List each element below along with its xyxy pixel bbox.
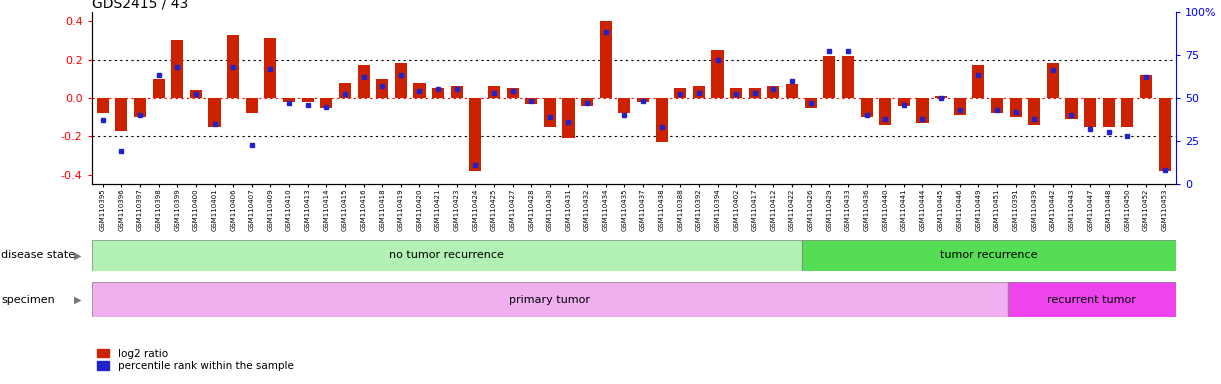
Bar	[805, 98, 817, 108]
Bar	[1084, 98, 1096, 127]
Bar	[543, 98, 556, 127]
Bar	[618, 98, 630, 113]
Bar	[376, 79, 388, 98]
Text: primary tumor: primary tumor	[509, 295, 590, 305]
Text: recurrent tumor: recurrent tumor	[1048, 295, 1136, 305]
Bar	[972, 65, 984, 98]
Bar	[1103, 98, 1115, 127]
Bar	[692, 86, 705, 98]
Bar	[600, 21, 612, 98]
Bar	[1007, 282, 1176, 317]
Bar	[1010, 98, 1022, 117]
Bar	[1028, 98, 1040, 125]
Text: ▶: ▶	[74, 295, 82, 305]
Bar	[227, 35, 239, 98]
Bar	[954, 98, 966, 115]
Legend: log2 ratio, percentile rank within the sample: log2 ratio, percentile rank within the s…	[96, 349, 293, 371]
Bar	[823, 56, 835, 98]
Bar	[1140, 75, 1153, 98]
Bar	[507, 88, 519, 98]
Text: tumor recurrence: tumor recurrence	[940, 250, 1038, 260]
Bar	[991, 98, 1002, 113]
Text: specimen: specimen	[1, 295, 55, 305]
Bar	[394, 63, 407, 98]
Bar	[265, 38, 276, 98]
Bar	[134, 98, 147, 117]
Bar	[637, 98, 650, 102]
Bar	[153, 79, 165, 98]
Bar	[469, 98, 481, 171]
Bar	[302, 98, 314, 102]
Bar	[917, 98, 928, 123]
Bar	[897, 98, 910, 106]
Bar	[92, 240, 802, 271]
Bar	[1046, 63, 1059, 98]
Bar	[92, 282, 1007, 317]
Text: disease state: disease state	[1, 250, 76, 260]
Bar	[209, 98, 221, 127]
Bar	[879, 98, 891, 125]
Bar	[245, 98, 258, 113]
Text: no tumor recurrence: no tumor recurrence	[389, 250, 504, 260]
Bar	[581, 98, 593, 106]
Bar	[92, 240, 802, 271]
Bar	[563, 98, 575, 138]
Text: ▶: ▶	[74, 250, 82, 260]
Bar	[115, 98, 127, 131]
Bar	[1007, 282, 1176, 317]
Bar	[656, 98, 668, 142]
Text: GDS2415 / 43: GDS2415 / 43	[92, 0, 188, 10]
Bar	[525, 98, 537, 104]
Bar	[451, 86, 463, 98]
Bar	[283, 98, 295, 102]
Bar	[1121, 98, 1133, 127]
Bar	[171, 40, 183, 98]
Bar	[674, 88, 686, 98]
Bar	[339, 83, 350, 98]
Bar	[767, 86, 779, 98]
Bar	[96, 98, 109, 113]
Bar	[935, 96, 947, 98]
Bar	[432, 88, 444, 98]
Bar	[786, 84, 799, 98]
Bar	[320, 98, 332, 108]
Bar	[358, 65, 370, 98]
Bar	[730, 88, 742, 98]
Bar	[712, 50, 724, 98]
Bar	[802, 240, 1176, 271]
Bar	[748, 88, 761, 98]
Bar	[189, 90, 201, 98]
Bar	[92, 282, 1007, 317]
Bar	[488, 86, 501, 98]
Bar	[802, 240, 1176, 271]
Bar	[414, 83, 425, 98]
Bar	[842, 56, 853, 98]
Bar	[861, 98, 873, 117]
Bar	[1066, 98, 1078, 119]
Bar	[1159, 98, 1171, 171]
